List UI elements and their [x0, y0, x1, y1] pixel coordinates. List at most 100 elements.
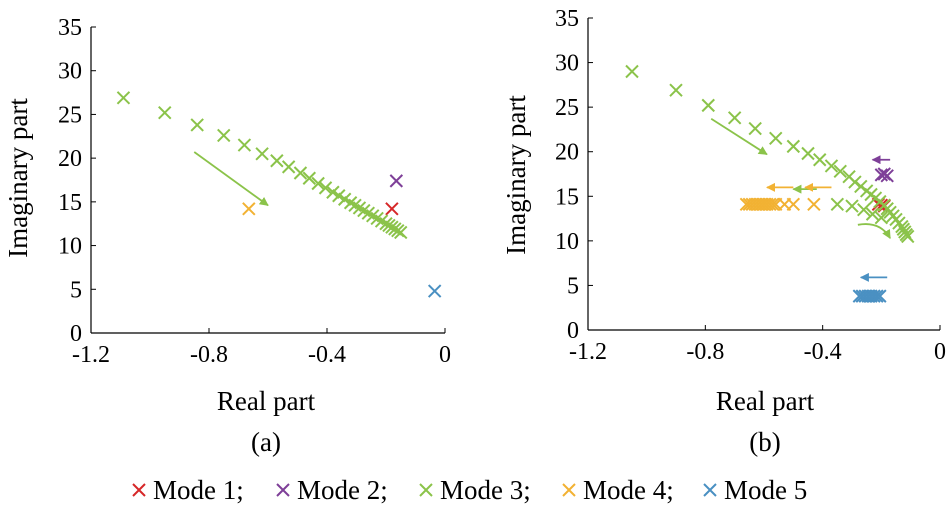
chart-b-point-mode-3	[857, 202, 871, 217]
chart-b-point-mode-3	[625, 64, 639, 79]
chart-b-point-mode-2	[880, 169, 894, 183]
chart-a-point-mode-3	[116, 91, 131, 105]
chart-b-point-mode-5	[867, 289, 881, 303]
chart-a-point-mode-5	[427, 284, 442, 298]
chart-a-ytick-label: 25	[58, 102, 82, 128]
chart-b-point-mode-4	[766, 197, 780, 212]
chart-b-series-mode-3	[625, 64, 915, 244]
chart-a-ytick-label: 20	[58, 146, 82, 172]
chart-a-point-mode-3	[217, 128, 231, 143]
chart-b-series-mode-4	[739, 197, 821, 212]
chart-b-caption: (b)	[749, 427, 780, 457]
chart-a-point-mode-3	[293, 166, 308, 180]
chart-b-point-mode-3	[901, 229, 915, 244]
chart-a-arrow-mode3	[193, 151, 269, 207]
chart-a-point-mode-3	[270, 154, 284, 168]
chart-b-point-mode-3	[833, 164, 847, 179]
legend-marker-mode-3	[419, 483, 433, 497]
legend-item-mode-4: Mode 4;	[562, 475, 674, 505]
chart-b-ytick-label: 15	[555, 184, 579, 210]
chart-b-point-mode-3	[874, 210, 889, 225]
chart-b-point-mode-3	[824, 159, 839, 173]
chart-b-point-mode-5	[873, 289, 887, 303]
legend: Mode 1; Mode 2; Mode 3; Mode 4; Mode 5	[132, 475, 807, 505]
chart-b-ytick-label: 25	[555, 95, 579, 121]
chart-a: -1.2 -0.8 -0.4 0 0 5 10 15 20 25 30 35 Real part Im…	[3, 15, 451, 457]
chart-b-xtick-label: -0.8	[686, 339, 724, 365]
chart-a-point-mode-1	[385, 202, 399, 216]
legend-marker-mode-5	[703, 483, 717, 497]
chart-b-arrow-mode3	[710, 117, 768, 156]
chart-b-point-mode-4	[786, 197, 801, 212]
chart-b-series-mode-5	[852, 289, 887, 303]
chart-a-point-mode-3	[158, 105, 172, 120]
legend-item-mode-3: Mode 3;	[419, 475, 531, 505]
legend-label-mode-2: Mode 2;	[297, 475, 388, 505]
chart-b-point-mode-3	[727, 111, 742, 125]
chart-a-point-mode-3	[311, 176, 325, 191]
chart-b-point-mode-4	[807, 197, 821, 212]
chart-a-point-mode-3	[281, 160, 296, 174]
chart-b-point-mode-3	[801, 146, 815, 161]
chart-a-point-mode-2	[389, 174, 404, 188]
chart-a-point-mode-3	[255, 147, 269, 161]
chart-a-xtick-label: -1.2	[72, 342, 110, 368]
chart-b-point-mode-3	[830, 197, 845, 212]
chart-a-xtick-label: 0	[439, 342, 451, 368]
legend-label-mode-5: Mode 5	[724, 475, 807, 505]
chart-b-ytick-label: 20	[555, 140, 579, 166]
chart-b-xtick-label: 0	[934, 339, 946, 365]
chart-a-ytick-label: 10	[58, 234, 82, 260]
chart-a-ytick-label: 15	[58, 190, 82, 216]
chart-b-point-mode-3	[669, 83, 683, 97]
chart-a-series-mode-3	[116, 91, 408, 240]
legend-label-mode-4: Mode 4;	[583, 475, 674, 505]
legend-item-mode-1: Mode 1;	[132, 475, 244, 505]
chart-b-ytick-label: 10	[555, 229, 579, 255]
legend-label-mode-1: Mode 1;	[153, 475, 244, 505]
legend-item-mode-5: Mode 5	[703, 475, 807, 505]
chart-a-ytick-label: 35	[58, 15, 82, 41]
chart-b-arrow-mode3	[857, 223, 891, 239]
chart-b-point-mode-3	[769, 131, 783, 146]
chart-b-point-mode-3	[813, 153, 827, 167]
chart-a-xtick-label: -0.8	[190, 342, 228, 368]
chart-b-xtick-label: -1.2	[569, 339, 607, 365]
chart-a-xlabel: Real part	[217, 386, 316, 416]
legend-marker-mode-2	[276, 483, 290, 497]
chart-a-ytick-label: 5	[70, 277, 82, 303]
chart-b: -1.2 -0.8 -0.4 0 0 5 10 15 20 25 30 35 Real part Im…	[501, 6, 946, 457]
chart-b-point-mode-3	[701, 98, 715, 113]
chart-b-xtick-label: -0.4	[804, 339, 842, 365]
chart-b-point-mode-3	[845, 199, 859, 213]
legend-item-mode-2: Mode 2;	[276, 475, 388, 505]
chart-b-ytick-label: 5	[567, 273, 579, 299]
chart-a-point-mode-3	[190, 118, 204, 132]
legend-label-mode-3: Mode 3;	[440, 475, 531, 505]
chart-b-point-mode-3	[786, 139, 801, 154]
chart-a-point-mode-3	[318, 181, 333, 195]
legend-marker-mode-1	[132, 483, 146, 497]
chart-a-xtick-label: -0.4	[308, 342, 346, 368]
legend-marker-mode-4	[562, 483, 576, 497]
chart-b-ytick-label: 0	[567, 318, 579, 344]
chart-b-xlabel: Real part	[716, 386, 815, 416]
chart-a-ytick-label: 30	[58, 59, 82, 85]
chart-a-ytick-label: 0	[70, 321, 82, 347]
chart-a-series-mode-5	[427, 284, 442, 298]
chart-a-point-mode-3	[302, 171, 317, 185]
chart-a-point-mode-4	[242, 202, 256, 216]
chart-a-caption: (a)	[251, 427, 281, 457]
chart-b-point-mode-3	[748, 121, 762, 136]
chart-b-ylabel: Imaginary part	[501, 95, 531, 255]
chart-b-ytick-label: 30	[555, 51, 579, 77]
chart-a-series-mode-2	[389, 174, 404, 188]
chart-b-plot-area: -1.2 -0.8 -0.4 0 0 5 10 15 20 25 30 35	[555, 6, 946, 365]
chart-b-series-mode-2	[874, 167, 894, 183]
chart-b-point-mode-4	[763, 197, 777, 212]
chart-a-point-mode-3	[237, 138, 252, 152]
chart-b-point-mode-5	[870, 289, 884, 303]
chart-b-ytick-label: 35	[555, 6, 579, 32]
chart-a-point-mode-3	[394, 225, 408, 240]
